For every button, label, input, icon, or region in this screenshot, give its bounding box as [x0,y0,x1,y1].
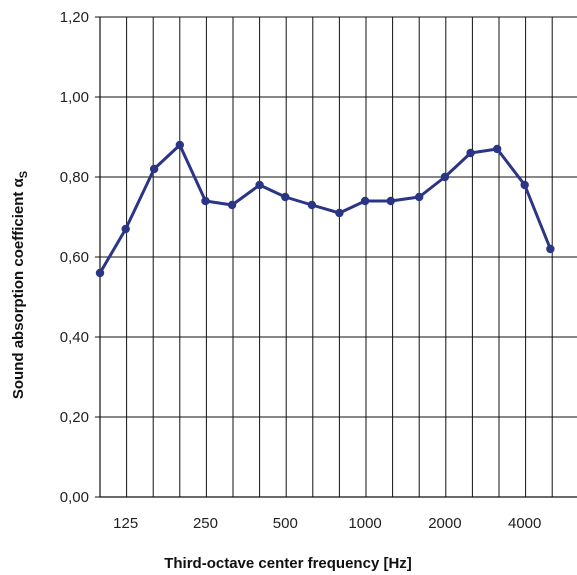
x-tick-label: 2000 [428,515,461,532]
y-tick-label: 0,20 [60,409,89,426]
y-tick-label: 0,40 [60,329,89,346]
data-point [415,192,424,202]
data-point [386,196,395,206]
data-point [121,224,130,234]
data-point [201,196,210,206]
y-axis-label: Sound absorption coefficient αS [10,171,30,399]
data-point [492,144,502,154]
x-tick-label: 4000 [508,515,541,532]
data-point [520,180,529,190]
data-point [281,192,290,202]
series-line [98,143,552,274]
data-series [95,140,555,278]
x-axis-label: Third-octave center frequency [Hz] [164,555,412,572]
data-point [360,196,370,206]
y-tick-labels: 0,00 0,20 0,40 0,60 0,80 1,00 1,20 [60,9,89,506]
data-point [335,208,344,218]
data-point [307,200,317,210]
data-point [255,180,264,190]
y-tick-label: 0,80 [60,169,89,186]
y-tick-label: 0,60 [60,249,89,266]
data-point [466,148,475,158]
data-point [95,268,105,278]
x-tick-label: 500 [273,515,298,532]
x-tick-label: 1000 [348,515,381,532]
horizontal-gridlines [100,16,577,498]
y-axis-label-main: Sound absorption coefficient α [10,177,27,399]
y-axis-label-subscript: S [18,171,30,178]
y-tick-label: 0,00 [60,489,89,506]
data-point [149,164,159,174]
data-point [546,244,555,254]
data-point [227,200,237,210]
x-tick-label: 125 [113,515,138,532]
axes [95,16,577,498]
data-point [175,140,184,150]
x-tick-labels: 125 250 500 1000 2000 4000 [113,515,541,532]
data-point [440,172,450,182]
x-tick-label: 250 [193,515,218,532]
y-tick-label: 1,20 [60,9,89,26]
y-tick-label: 1,00 [60,89,89,106]
